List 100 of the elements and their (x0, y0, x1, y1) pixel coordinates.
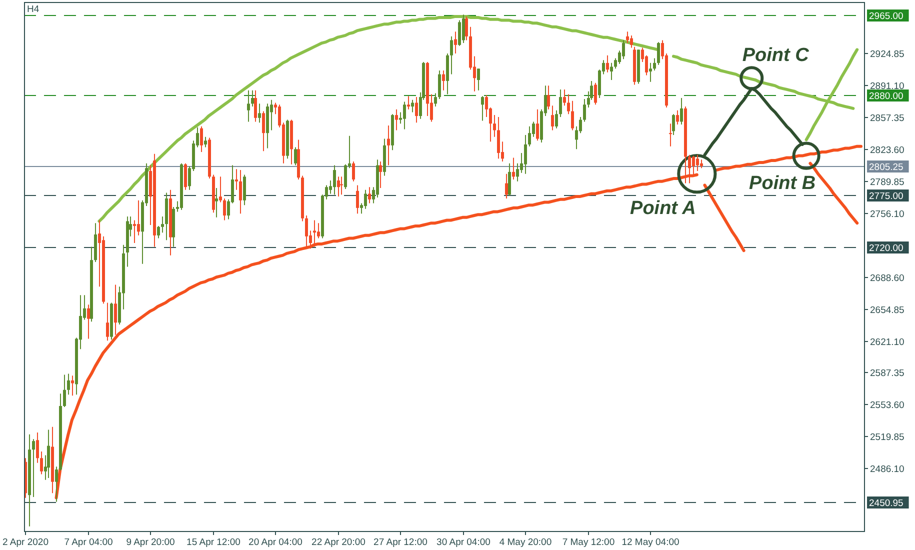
x-tick-label: 12 May 04:00 (622, 537, 680, 548)
candlestick (344, 164, 347, 190)
candlestick (536, 108, 539, 142)
y-tick-label: 2857.35 (870, 113, 904, 124)
x-tick-label: 4 May 20:00 (499, 537, 552, 548)
candlestick (294, 146, 297, 166)
candlestick (47, 429, 50, 479)
candlestick (254, 90, 257, 122)
candlestick (403, 101, 406, 130)
candlestick (106, 302, 109, 342)
candlestick (680, 98, 683, 126)
ref-line-label: 2880.00 (869, 91, 904, 102)
candlestick (204, 136, 207, 148)
candlestick (630, 34, 633, 48)
data-label: Point A (630, 198, 696, 219)
ref-line-label: 2720.00 (869, 243, 904, 254)
candlestick (356, 184, 359, 214)
candlestick (450, 36, 453, 75)
candlestick (512, 157, 515, 180)
y-tick-label: 2891.10 (870, 81, 904, 92)
candlestick (551, 105, 554, 131)
candlestick (583, 98, 586, 122)
x-tick-label: 20 Apr 04:00 (248, 537, 302, 548)
candlestick (571, 100, 574, 131)
y-tick-label: 2486.10 (870, 464, 904, 475)
candlestick (669, 123, 672, 147)
candlestick (594, 82, 597, 106)
candlestick (505, 173, 508, 199)
candlestick (606, 54, 609, 73)
candlestick (270, 99, 273, 131)
candlestick (184, 162, 187, 190)
candlestick (114, 284, 117, 336)
candlestick (411, 99, 414, 113)
data-label: Point B (749, 172, 816, 194)
candlestick (223, 198, 226, 221)
ref-line-label: 2450.95 (869, 498, 904, 509)
y-tick-label: 2519.85 (870, 432, 904, 443)
candlestick (340, 176, 343, 196)
candlestick (379, 160, 382, 189)
candlestick (657, 42, 660, 66)
candlestick (559, 88, 562, 118)
candlestick (337, 176, 340, 198)
candlestick (313, 220, 316, 248)
candlestick (622, 40, 625, 60)
x-tick-label: 22 Apr 20:00 (312, 537, 366, 548)
candlestick (688, 154, 691, 184)
x-tick-label: 27 Apr 12:00 (374, 537, 428, 548)
candlestick (653, 58, 656, 72)
y-tick-label: 2756.10 (870, 209, 904, 220)
candlestick (239, 170, 242, 214)
y-tick-label: 2688.60 (870, 273, 904, 284)
x-tick-label: 7 Apr 04:00 (64, 537, 113, 548)
candlestick (434, 92, 437, 108)
y-tick-label: 2823.60 (870, 145, 904, 156)
candlestick (626, 31, 629, 44)
candlestick (442, 70, 445, 91)
ref-line-label: 2775.00 (869, 191, 904, 202)
chart-title: H4 (27, 4, 40, 15)
y-tick-label: 2654.85 (870, 305, 904, 316)
candlestick (36, 432, 39, 464)
y-tick-label: 2553.60 (870, 400, 904, 411)
candlestick (305, 215, 308, 248)
candlestick (251, 90, 254, 108)
ref-line-label: 2805.25 (869, 162, 904, 173)
candlestick (415, 96, 418, 124)
candlestick (235, 168, 238, 190)
candlestick (63, 374, 66, 408)
data-label: Point C (742, 45, 810, 66)
candlestick (567, 94, 570, 115)
candlestick (243, 174, 246, 206)
candlestick (87, 304, 90, 340)
candlestick (524, 134, 527, 174)
candlestick (71, 375, 74, 396)
candlestick (454, 31, 457, 54)
candlestick (481, 96, 484, 122)
x-tick-label: 30 Apr 04:00 (436, 537, 490, 548)
candlestick (563, 88, 566, 106)
candlestick (610, 62, 613, 80)
candlestick (67, 373, 70, 396)
x-tick-label: 15 Apr 12:00 (186, 537, 240, 548)
candlestick (555, 110, 558, 129)
candlestick (317, 222, 320, 239)
candlestick (352, 160, 355, 182)
candlestick (333, 164, 336, 196)
candlestick (462, 14, 465, 44)
x-tick-label: 9 Apr 20:00 (126, 537, 175, 548)
candlestick (692, 155, 695, 176)
candlestick (364, 189, 367, 210)
candlestick (696, 154, 699, 172)
candlestick (387, 124, 390, 166)
candlestick (32, 438, 35, 498)
candlestick (395, 108, 398, 131)
candlestick (368, 186, 371, 204)
candlestick (649, 62, 652, 82)
y-tick-label: 2924.85 (870, 49, 904, 60)
candlestick (200, 126, 203, 153)
candlestick (438, 70, 441, 100)
candlestick (672, 114, 675, 136)
candlestick (458, 20, 461, 46)
candlestick (161, 216, 164, 234)
